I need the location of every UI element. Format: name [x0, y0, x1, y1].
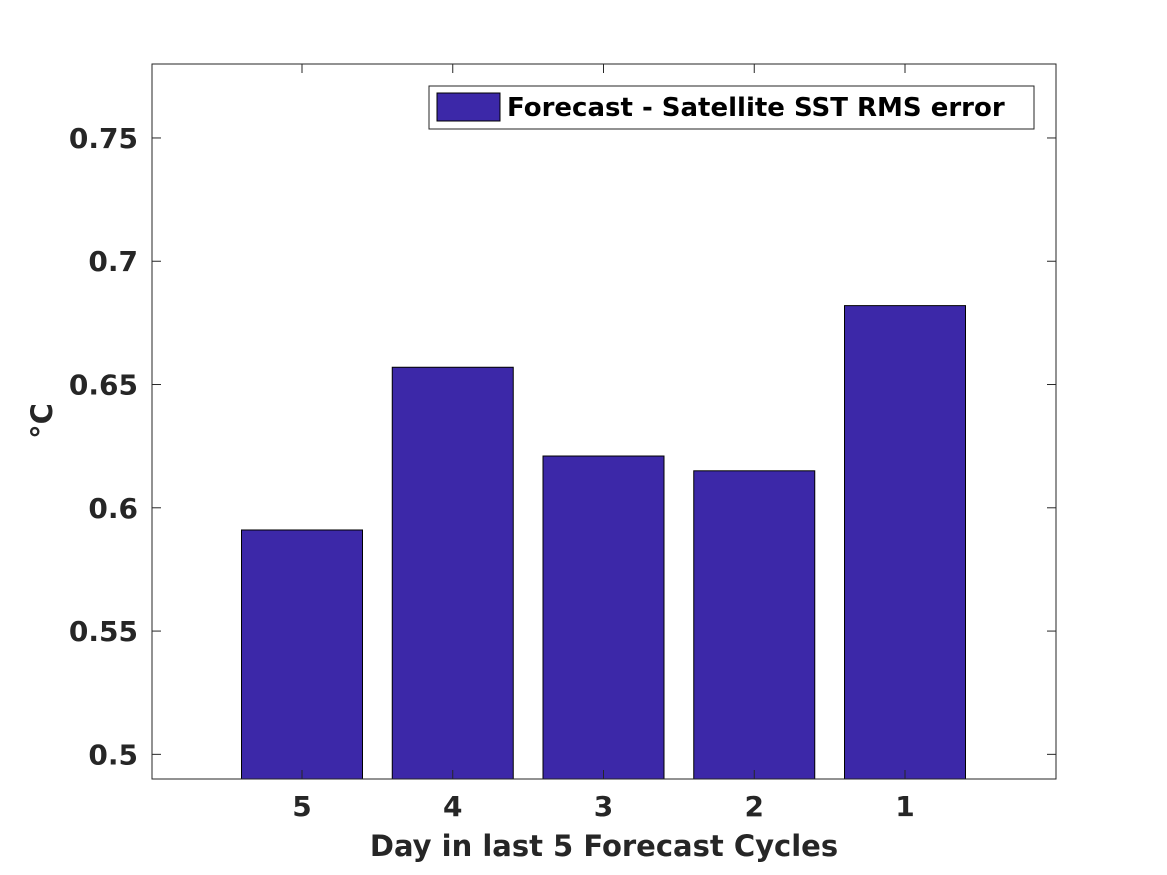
ticks-group [152, 64, 1056, 779]
legend-label: Forecast - Satellite SST RMS error [507, 93, 1005, 123]
legend-swatch [436, 92, 501, 122]
y-tick-label: 0.65 [69, 369, 138, 402]
bar-day-4 [391, 366, 514, 780]
y-tick-label: 0.6 [88, 492, 138, 525]
y-tick-label: 0.55 [69, 615, 138, 648]
x-tick-label: 1 [895, 790, 914, 823]
legend-box [428, 85, 1035, 130]
y-tick-labels: 0.5 0.55 0.6 0.65 0.7 0.75 [69, 122, 138, 771]
bars-group [241, 305, 966, 780]
y-tick-label: 0.5 [88, 738, 138, 771]
plot-area-frame [151, 63, 1057, 780]
y-tick-label: 0.75 [69, 122, 138, 155]
bar-day-3 [542, 455, 665, 780]
x-tick-label: 2 [745, 790, 764, 823]
x-tick-labels: 5 4 3 2 1 [292, 790, 914, 823]
bar-day-1 [844, 305, 966, 780]
x-axis-label: Day in last 5 Forecast Cycles [370, 829, 838, 863]
bar-day-2 [693, 470, 816, 780]
legend: Forecast - Satellite SST RMS error [428, 85, 1035, 130]
y-axis-label: °C [25, 403, 59, 439]
x-tick-label: 4 [443, 790, 462, 823]
x-tick-label: 5 [292, 790, 311, 823]
x-tick-label: 3 [594, 790, 613, 823]
bar-day-5 [241, 529, 363, 780]
y-tick-label: 0.7 [88, 245, 138, 278]
